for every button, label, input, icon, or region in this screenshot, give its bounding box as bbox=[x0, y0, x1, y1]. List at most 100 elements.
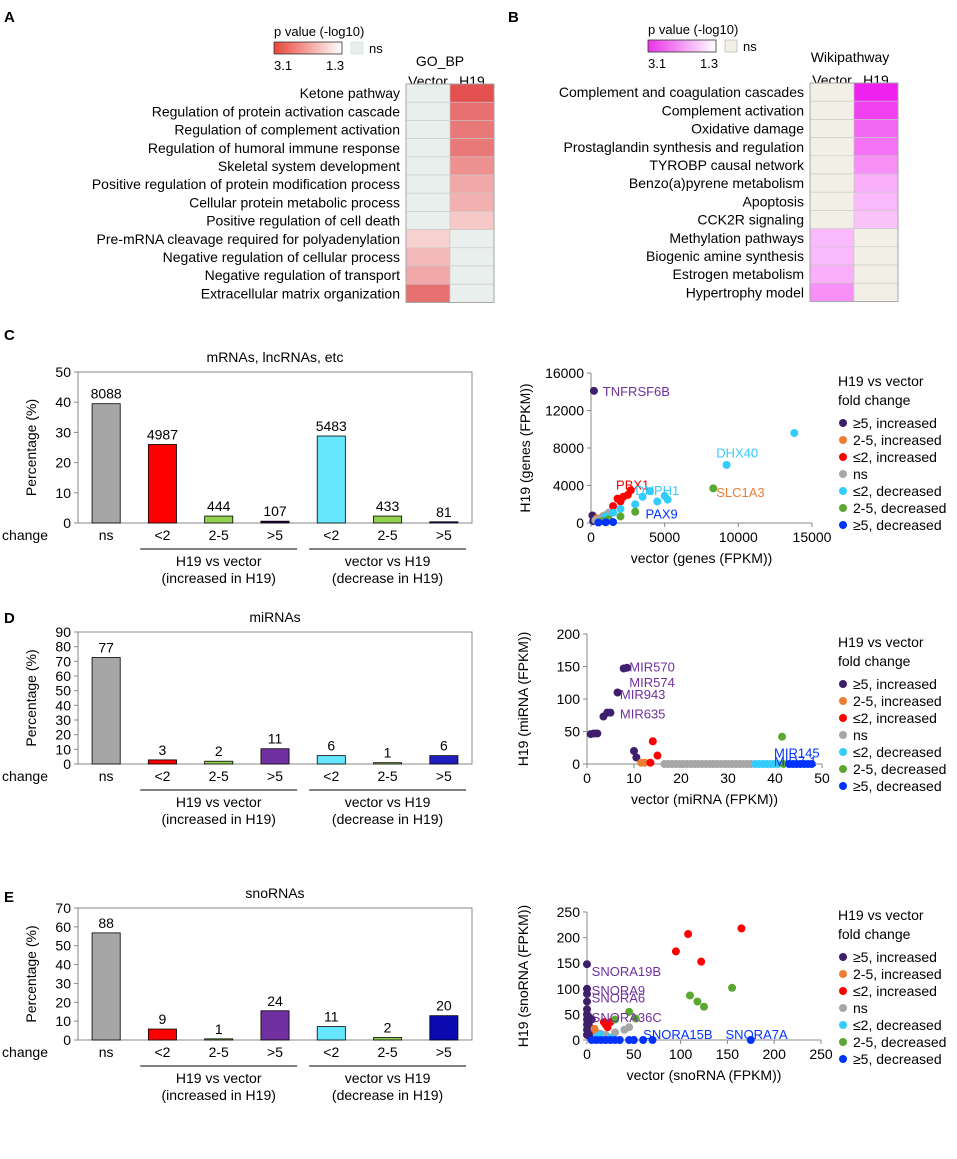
y-tick-label: 30 bbox=[55, 712, 71, 728]
point-annotation: SNORA19B bbox=[592, 964, 661, 979]
bar bbox=[260, 748, 290, 765]
x-tick-label: 10000 bbox=[719, 529, 758, 545]
group-label: H19 vs vector bbox=[176, 794, 262, 810]
scatter-e-scatter: 0 50 100 150 200 250 0 50 100 150 200 250 vector (sn… bbox=[515, 904, 946, 1083]
y-tick-label: 16000 bbox=[545, 365, 584, 381]
point-annotation: MIR7-1 bbox=[774, 754, 817, 769]
legend-label: 2-5, increased bbox=[853, 432, 942, 448]
y-tick-label: 30 bbox=[55, 424, 71, 440]
y-axis-label: Percentage (%) bbox=[23, 399, 39, 496]
point-annotation: DNPH1 bbox=[635, 483, 679, 498]
data-point bbox=[773, 760, 782, 768]
x-axis-label: vector (snoRNA (FPKM)) bbox=[627, 1067, 782, 1083]
group-label: vector vs H19 bbox=[345, 794, 431, 810]
x-tick-label: >5 bbox=[267, 1044, 283, 1060]
heatmap-cell bbox=[405, 156, 451, 176]
legend-title: H19 vs vector bbox=[838, 373, 924, 389]
y-tick-label: 0 bbox=[63, 756, 71, 772]
group-label: (decrease in H19) bbox=[332, 570, 443, 586]
legend-label: 2-5, increased bbox=[853, 966, 942, 982]
row-label: CCK2R signaling bbox=[697, 212, 804, 228]
bar-value-label: 24 bbox=[267, 993, 283, 1009]
group-label: (increased in H19) bbox=[162, 1087, 276, 1103]
x-axis-label: vector (miRNA (FPKM)) bbox=[631, 791, 778, 807]
bar-value-label: 6 bbox=[440, 738, 448, 754]
x-tick-label: 100 bbox=[669, 1046, 693, 1062]
heatmap-cell bbox=[853, 82, 899, 102]
point-annotation: PAX9 bbox=[646, 507, 678, 522]
heatmap-cell bbox=[405, 138, 451, 158]
point-annotation: SNORA6 bbox=[592, 991, 645, 1006]
legend-marker bbox=[839, 731, 847, 739]
y-tick-label: 0 bbox=[63, 515, 71, 531]
y-tick-label: 100 bbox=[557, 691, 581, 707]
ns-swatch bbox=[350, 41, 364, 55]
bar-value-label: 1 bbox=[384, 745, 392, 761]
data-point bbox=[606, 708, 615, 717]
y-tick-label: 200 bbox=[557, 930, 581, 946]
bar-value-label: 433 bbox=[376, 498, 400, 514]
heatmap-cell bbox=[449, 229, 495, 249]
heatmap-cell bbox=[853, 264, 899, 284]
data-point bbox=[613, 688, 622, 697]
heatmap-heading: Wikipathway bbox=[811, 49, 890, 65]
data-point bbox=[684, 930, 693, 939]
scatter-d-scatter: 0 10 20 30 40 50 0 50 100 150 200 vector (miRNA (FP… bbox=[515, 626, 946, 807]
y-tick-label: 50 bbox=[55, 938, 71, 954]
legend-marker bbox=[839, 1055, 847, 1063]
bar bbox=[316, 1026, 346, 1041]
row-label: Apoptosis bbox=[743, 193, 804, 209]
chart-title: miRNAs bbox=[249, 609, 300, 625]
bar-value-label: 11 bbox=[268, 731, 283, 747]
x-tick-label: 2-5 bbox=[209, 527, 229, 543]
x-tick-label: 2-5 bbox=[377, 1044, 397, 1060]
data-point bbox=[645, 487, 654, 496]
bar bbox=[429, 755, 459, 765]
data-point bbox=[583, 960, 591, 969]
bar bbox=[429, 521, 459, 524]
legend-label: ≤2, increased bbox=[853, 449, 937, 465]
x-tick-label: 2-5 bbox=[209, 1044, 229, 1060]
heatmap-heading: GO_BP bbox=[416, 53, 464, 69]
legend-marker bbox=[839, 765, 847, 773]
y-tick-label: 40 bbox=[55, 394, 71, 410]
heatmap-cell bbox=[405, 247, 451, 267]
heatmap-cell bbox=[853, 155, 899, 175]
heatmap-cell bbox=[809, 282, 855, 302]
data-point bbox=[631, 500, 640, 509]
bar bbox=[91, 403, 121, 524]
heatmap-cell bbox=[853, 100, 899, 120]
row-label: Benzo(a)pyrene metabolism bbox=[629, 175, 804, 191]
point-annotation: SLC1A3 bbox=[716, 485, 764, 500]
bar-value-label: 9 bbox=[159, 1011, 167, 1027]
data-point bbox=[728, 983, 737, 992]
legend-marker bbox=[839, 970, 847, 978]
point-annotation: SNORA7A bbox=[726, 1027, 788, 1042]
heatmap-cell bbox=[809, 210, 855, 229]
y-tick-label: 0 bbox=[572, 1032, 580, 1048]
ns-label: ns bbox=[369, 41, 383, 56]
bar-value-label: 5483 bbox=[316, 418, 347, 434]
group-label: (increased in H19) bbox=[162, 811, 276, 827]
y-tick-label: 60 bbox=[55, 668, 71, 684]
bar-value-label: 6 bbox=[327, 738, 335, 754]
y-axis-label: Percentage (%) bbox=[23, 649, 39, 746]
heatmap-cell bbox=[405, 83, 451, 103]
legend-title: H19 vs vector bbox=[838, 634, 924, 650]
heatmap-cell bbox=[449, 120, 495, 139]
row-label: Extracellular matrix organization bbox=[201, 285, 400, 301]
bar-chart-c-bar: mRNAs, lncRNAs, etc 0 10 20 30 40 50 Percentage… bbox=[0, 349, 473, 586]
point-annotation: SNORA36C bbox=[592, 1010, 662, 1025]
legend-label: 2-5, decreased bbox=[853, 761, 946, 777]
heatmap-cell bbox=[405, 174, 451, 194]
heatmap-cell bbox=[449, 283, 495, 303]
y-tick-label: 10 bbox=[55, 741, 71, 757]
legend-marker bbox=[839, 487, 847, 495]
x-tick-label: <2 bbox=[323, 1044, 339, 1060]
data-point bbox=[583, 989, 591, 998]
bar bbox=[373, 515, 403, 524]
x-tick-label: 200 bbox=[763, 1046, 787, 1062]
data-point bbox=[619, 492, 628, 501]
bar-value-label: 77 bbox=[98, 640, 114, 656]
heatmap-cell bbox=[405, 229, 451, 249]
